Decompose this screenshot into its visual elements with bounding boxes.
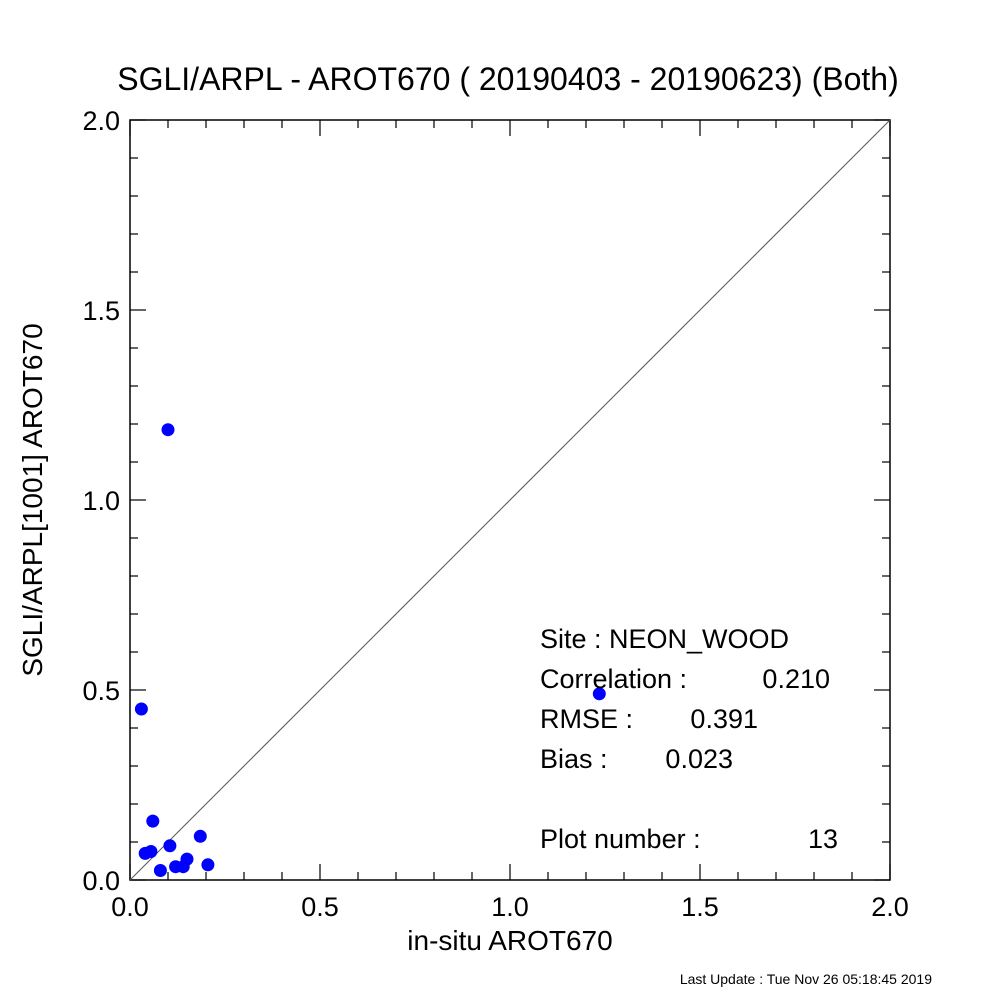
stats-rmse-value: 0.391 [690, 704, 758, 734]
x-tick-label: 2.0 [871, 892, 909, 922]
data-point [134, 702, 148, 716]
stats-site: Site : NEON_WOOD [540, 624, 789, 654]
chart-title: SGLI/ARPL - AROT670 ( 20190403 - 2019062… [117, 61, 898, 97]
y-tick-label: 1.0 [82, 486, 120, 516]
stats-plot-number-label: Plot number : [540, 824, 701, 854]
x-tick-labels: 0.0 0.5 1.0 1.5 2.0 [111, 892, 909, 922]
x-tick-label: 0.0 [111, 892, 149, 922]
stats-box: Site : NEON_WOOD Correlation : 0.210 RMS… [540, 624, 838, 854]
stats-bias-value: 0.023 [665, 744, 733, 774]
x-tick-label: 0.5 [301, 892, 339, 922]
data-point [163, 839, 177, 853]
data-point [144, 845, 158, 858]
y-tick-label: 2.0 [82, 106, 120, 136]
data-point [592, 687, 606, 701]
stats-rmse-label: RMSE : [540, 704, 633, 734]
stats-correlation-value: 0.210 [762, 664, 830, 694]
x-axis-title: in-situ AROT670 [407, 925, 612, 956]
stats-correlation-label: Correlation : [540, 664, 687, 694]
y-tick-label: 0.5 [82, 676, 120, 706]
y-tick-label: 0.0 [82, 866, 120, 896]
one-to-one-line [129, 119, 891, 881]
y-tick-label: 1.5 [82, 296, 120, 326]
data-point [161, 423, 175, 437]
x-tick-label: 1.5 [681, 892, 719, 922]
data-point [201, 858, 215, 872]
stats-plot-number-value: 13 [808, 824, 838, 854]
y-tick-labels: 0.0 0.5 1.0 1.5 2.0 [82, 106, 120, 896]
minor-ticks [129, 119, 891, 881]
x-tick-label: 1.0 [491, 892, 529, 922]
y-axis-title: SGLI/ARPL[1001] AROT670 [17, 323, 48, 676]
data-point [153, 864, 167, 877]
data-point [193, 829, 207, 843]
data-points [134, 423, 606, 877]
last-update: Last Update : Tue Nov 26 05:18:45 2019 [680, 971, 932, 987]
stats-bias-label: Bias : [540, 744, 608, 774]
data-point [180, 852, 194, 866]
data-point [146, 814, 160, 828]
